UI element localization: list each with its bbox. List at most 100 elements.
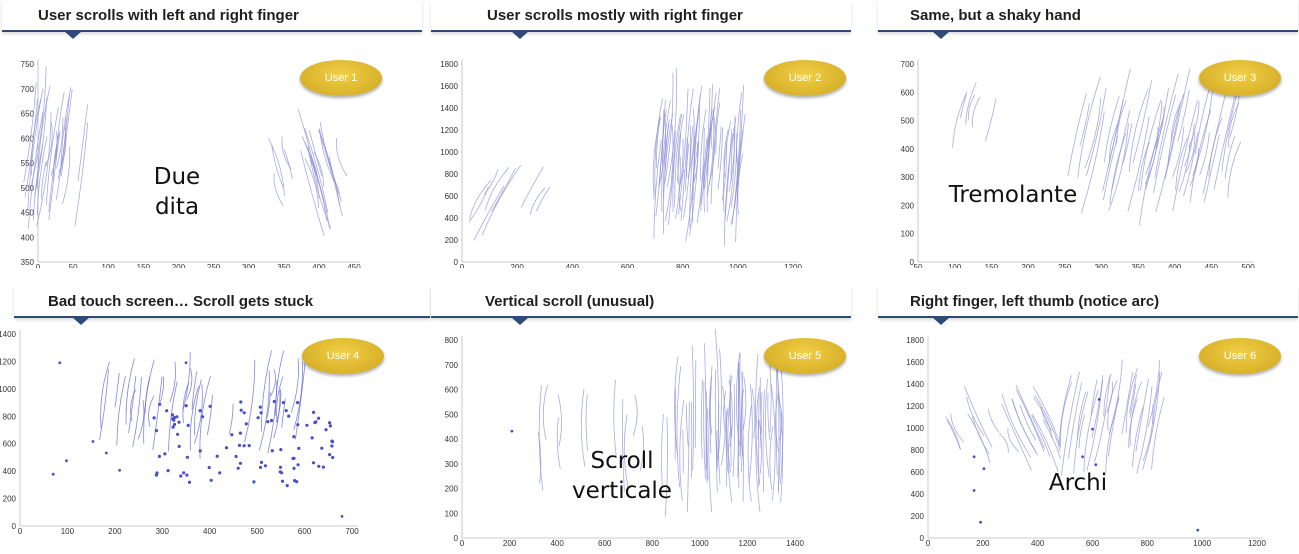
- stuck-point: [320, 447, 323, 450]
- stuck-point: [286, 484, 289, 487]
- stuck-point: [282, 401, 285, 404]
- scroll-trace: [1133, 407, 1144, 467]
- x-tick-label: 500: [250, 527, 264, 536]
- scroll-trace: [474, 186, 504, 240]
- stray-point: [973, 489, 976, 492]
- scroll-trace: [716, 102, 720, 154]
- stray-point: [511, 430, 514, 433]
- scroll-trace: [1145, 127, 1158, 184]
- x-tick-label: 400: [1031, 539, 1045, 546]
- x-tick-label: 450: [347, 263, 361, 268]
- stuck-point: [292, 467, 295, 470]
- stuck-point: [317, 417, 320, 420]
- x-tick-label: 400: [203, 527, 217, 536]
- y-tick-label: 300: [901, 173, 915, 182]
- y-tick-label: 1600: [906, 358, 924, 367]
- y-tick-label: 800: [911, 446, 925, 455]
- x-tick-label: 400: [1168, 263, 1182, 268]
- scroll-trace: [117, 376, 126, 445]
- stuck-point: [153, 416, 156, 419]
- scroll-trace: [964, 386, 992, 448]
- stray-point: [973, 455, 976, 458]
- scroll-trace: [1203, 93, 1226, 194]
- y-tick-label: 0: [910, 258, 915, 267]
- x-tick-label: 200: [510, 263, 524, 268]
- stuck-point: [167, 469, 170, 472]
- y-tick-label: 600: [901, 88, 915, 97]
- stuck-point: [155, 429, 158, 432]
- title-notch-icon: [64, 31, 82, 39]
- y-tick-label: 1200: [440, 126, 458, 135]
- stuck-point: [248, 444, 251, 447]
- x-tick-label: 0: [18, 527, 23, 536]
- scroll-trace: [291, 358, 298, 412]
- x-tick-label: 200: [172, 263, 186, 268]
- scroll-trace: [749, 384, 752, 483]
- y-tick-label: 200: [911, 512, 925, 521]
- scroll-trace: [153, 377, 162, 450]
- y-tick-label: 1000: [440, 148, 458, 157]
- scroll-trace: [985, 99, 996, 141]
- y-tick-label: 400: [21, 233, 35, 242]
- stuck-point: [297, 447, 300, 450]
- x-tick-label: 100: [61, 527, 75, 536]
- x-tick-label: 600: [621, 263, 635, 268]
- y-tick-label: 500: [445, 410, 459, 419]
- scroll-trace: [1059, 375, 1071, 445]
- scroll-trace: [1156, 102, 1181, 212]
- stuck-point: [178, 445, 181, 448]
- scroll-trace: [1002, 393, 1031, 457]
- x-tick-label: 1000: [1193, 539, 1211, 546]
- stuck-point: [312, 461, 315, 464]
- y-tick-label: 1800: [906, 336, 924, 345]
- scroll-trace: [988, 409, 998, 432]
- y-tick-label: 1000: [906, 424, 924, 433]
- stray-point: [1091, 428, 1094, 431]
- scroll-trace: [1130, 374, 1137, 413]
- y-tick-label: 1600: [440, 82, 458, 91]
- stray-point: [1094, 463, 1097, 466]
- stuck-point: [271, 449, 274, 452]
- scroll-trace: [298, 109, 323, 200]
- scroll-trace: [131, 390, 136, 421]
- stuck-point: [328, 421, 331, 424]
- stuck-point: [172, 419, 175, 422]
- y-tick-label: 0: [12, 522, 17, 531]
- x-tick-label: 0: [36, 263, 41, 268]
- y-tick-label: 400: [901, 145, 915, 154]
- chart-annotation: Scroll verticale: [557, 446, 687, 506]
- stuck-point: [259, 466, 262, 469]
- scroll-trace: [743, 377, 746, 430]
- scroll-trace: [521, 167, 543, 208]
- scroll-trace: [686, 404, 688, 446]
- scroll-trace: [1079, 415, 1085, 449]
- scroll-trace: [115, 373, 119, 407]
- x-tick-label: 400: [566, 263, 580, 268]
- panel-title-bar: Same, but a shaky hand: [878, 0, 1298, 32]
- scroll-trace: [1229, 103, 1239, 148]
- scroll-trace: [968, 95, 975, 120]
- stuck-point: [243, 411, 246, 414]
- scroll-trace: [274, 173, 283, 206]
- scroll-trace: [770, 426, 773, 489]
- scroll-trace: [701, 380, 702, 459]
- stuck-point: [238, 444, 241, 447]
- stuck-point: [52, 473, 55, 476]
- x-tick-label: 350: [277, 263, 291, 268]
- stuck-point: [237, 467, 240, 470]
- user-badge: User 2: [764, 60, 846, 96]
- scroll-trace: [1128, 117, 1149, 212]
- y-tick-label: 350: [21, 258, 35, 267]
- x-tick-label: 1200: [739, 539, 757, 546]
- stuck-point: [209, 405, 212, 408]
- scroll-trace: [1109, 123, 1129, 211]
- stuck-point: [188, 481, 191, 484]
- stuck-point: [312, 411, 315, 414]
- scroll-trace: [1068, 93, 1087, 176]
- scroll-trace: [482, 165, 521, 235]
- stuck-point: [165, 409, 168, 412]
- stuck-point: [208, 466, 211, 469]
